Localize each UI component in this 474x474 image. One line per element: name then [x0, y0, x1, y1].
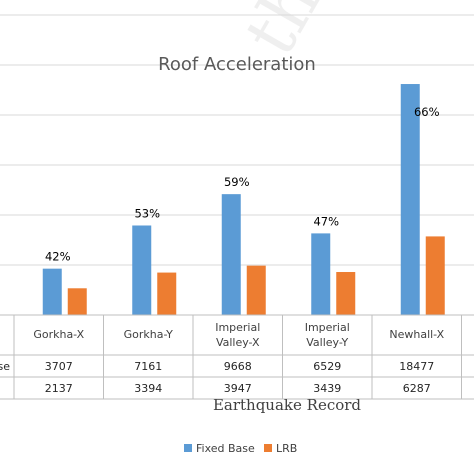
bar-lrb: [336, 272, 356, 315]
bar-fixed-base: [42, 268, 62, 315]
category-label: Imperial Valley-Y: [305, 321, 350, 349]
bar-fixed-base: [132, 225, 152, 315]
percent-label: 66%: [414, 105, 440, 119]
percent-label: 59%: [224, 175, 250, 189]
legend-label-fixed-base: Fixed Base: [196, 442, 255, 455]
cell-fixed-base: 18477: [399, 360, 434, 373]
cell-fixed-base: 6529: [313, 360, 341, 373]
percent-label: 53%: [134, 206, 160, 220]
cell-lrb: 6287: [403, 382, 431, 395]
bar-fixed-base: [221, 194, 241, 315]
cell-lrb: 3947: [224, 382, 252, 395]
data-table: Gorkha-X Gorkha-Y Imperial Valley-X Imperial…: [0, 314, 474, 400]
row-header: se: [0, 360, 10, 373]
percent-label: 42%: [45, 250, 71, 264]
legend-swatch-fixed-base: [184, 444, 192, 452]
category-label: Imperial Valley-X: [215, 321, 260, 349]
bars-group: [42, 84, 445, 315]
bar-lrb: [67, 288, 87, 315]
x-axis-label: Earthquake Record: [213, 396, 361, 414]
bar-fixed-base: [400, 84, 420, 315]
cell-fixed-base: 3707: [45, 360, 73, 373]
chart-title: Roof Acceleration: [158, 54, 316, 75]
bar-lrb: [246, 265, 266, 315]
category-label: Newhall-X: [389, 328, 444, 341]
percent-label: 47%: [313, 214, 339, 228]
bar-fixed-base: [311, 233, 331, 315]
cell-lrb: 3439: [313, 382, 341, 395]
legend: Fixed Base LRB: [184, 442, 297, 455]
percent-labels-group: 42% 53% 59% 47% 66%: [45, 105, 440, 264]
category-label: Gorkha-X: [33, 328, 84, 341]
cell-lrb: 2137: [45, 382, 73, 395]
cell-lrb: 3394: [134, 382, 162, 395]
bar-lrb: [157, 272, 177, 315]
bar-lrb: [425, 236, 445, 315]
cell-fixed-base: 9668: [224, 360, 252, 373]
legend-label-lrb: LRB: [276, 442, 297, 455]
category-label: Gorkha-Y: [124, 328, 174, 341]
legend-swatch-lrb: [264, 444, 272, 452]
cell-fixed-base: 7161: [134, 360, 162, 373]
